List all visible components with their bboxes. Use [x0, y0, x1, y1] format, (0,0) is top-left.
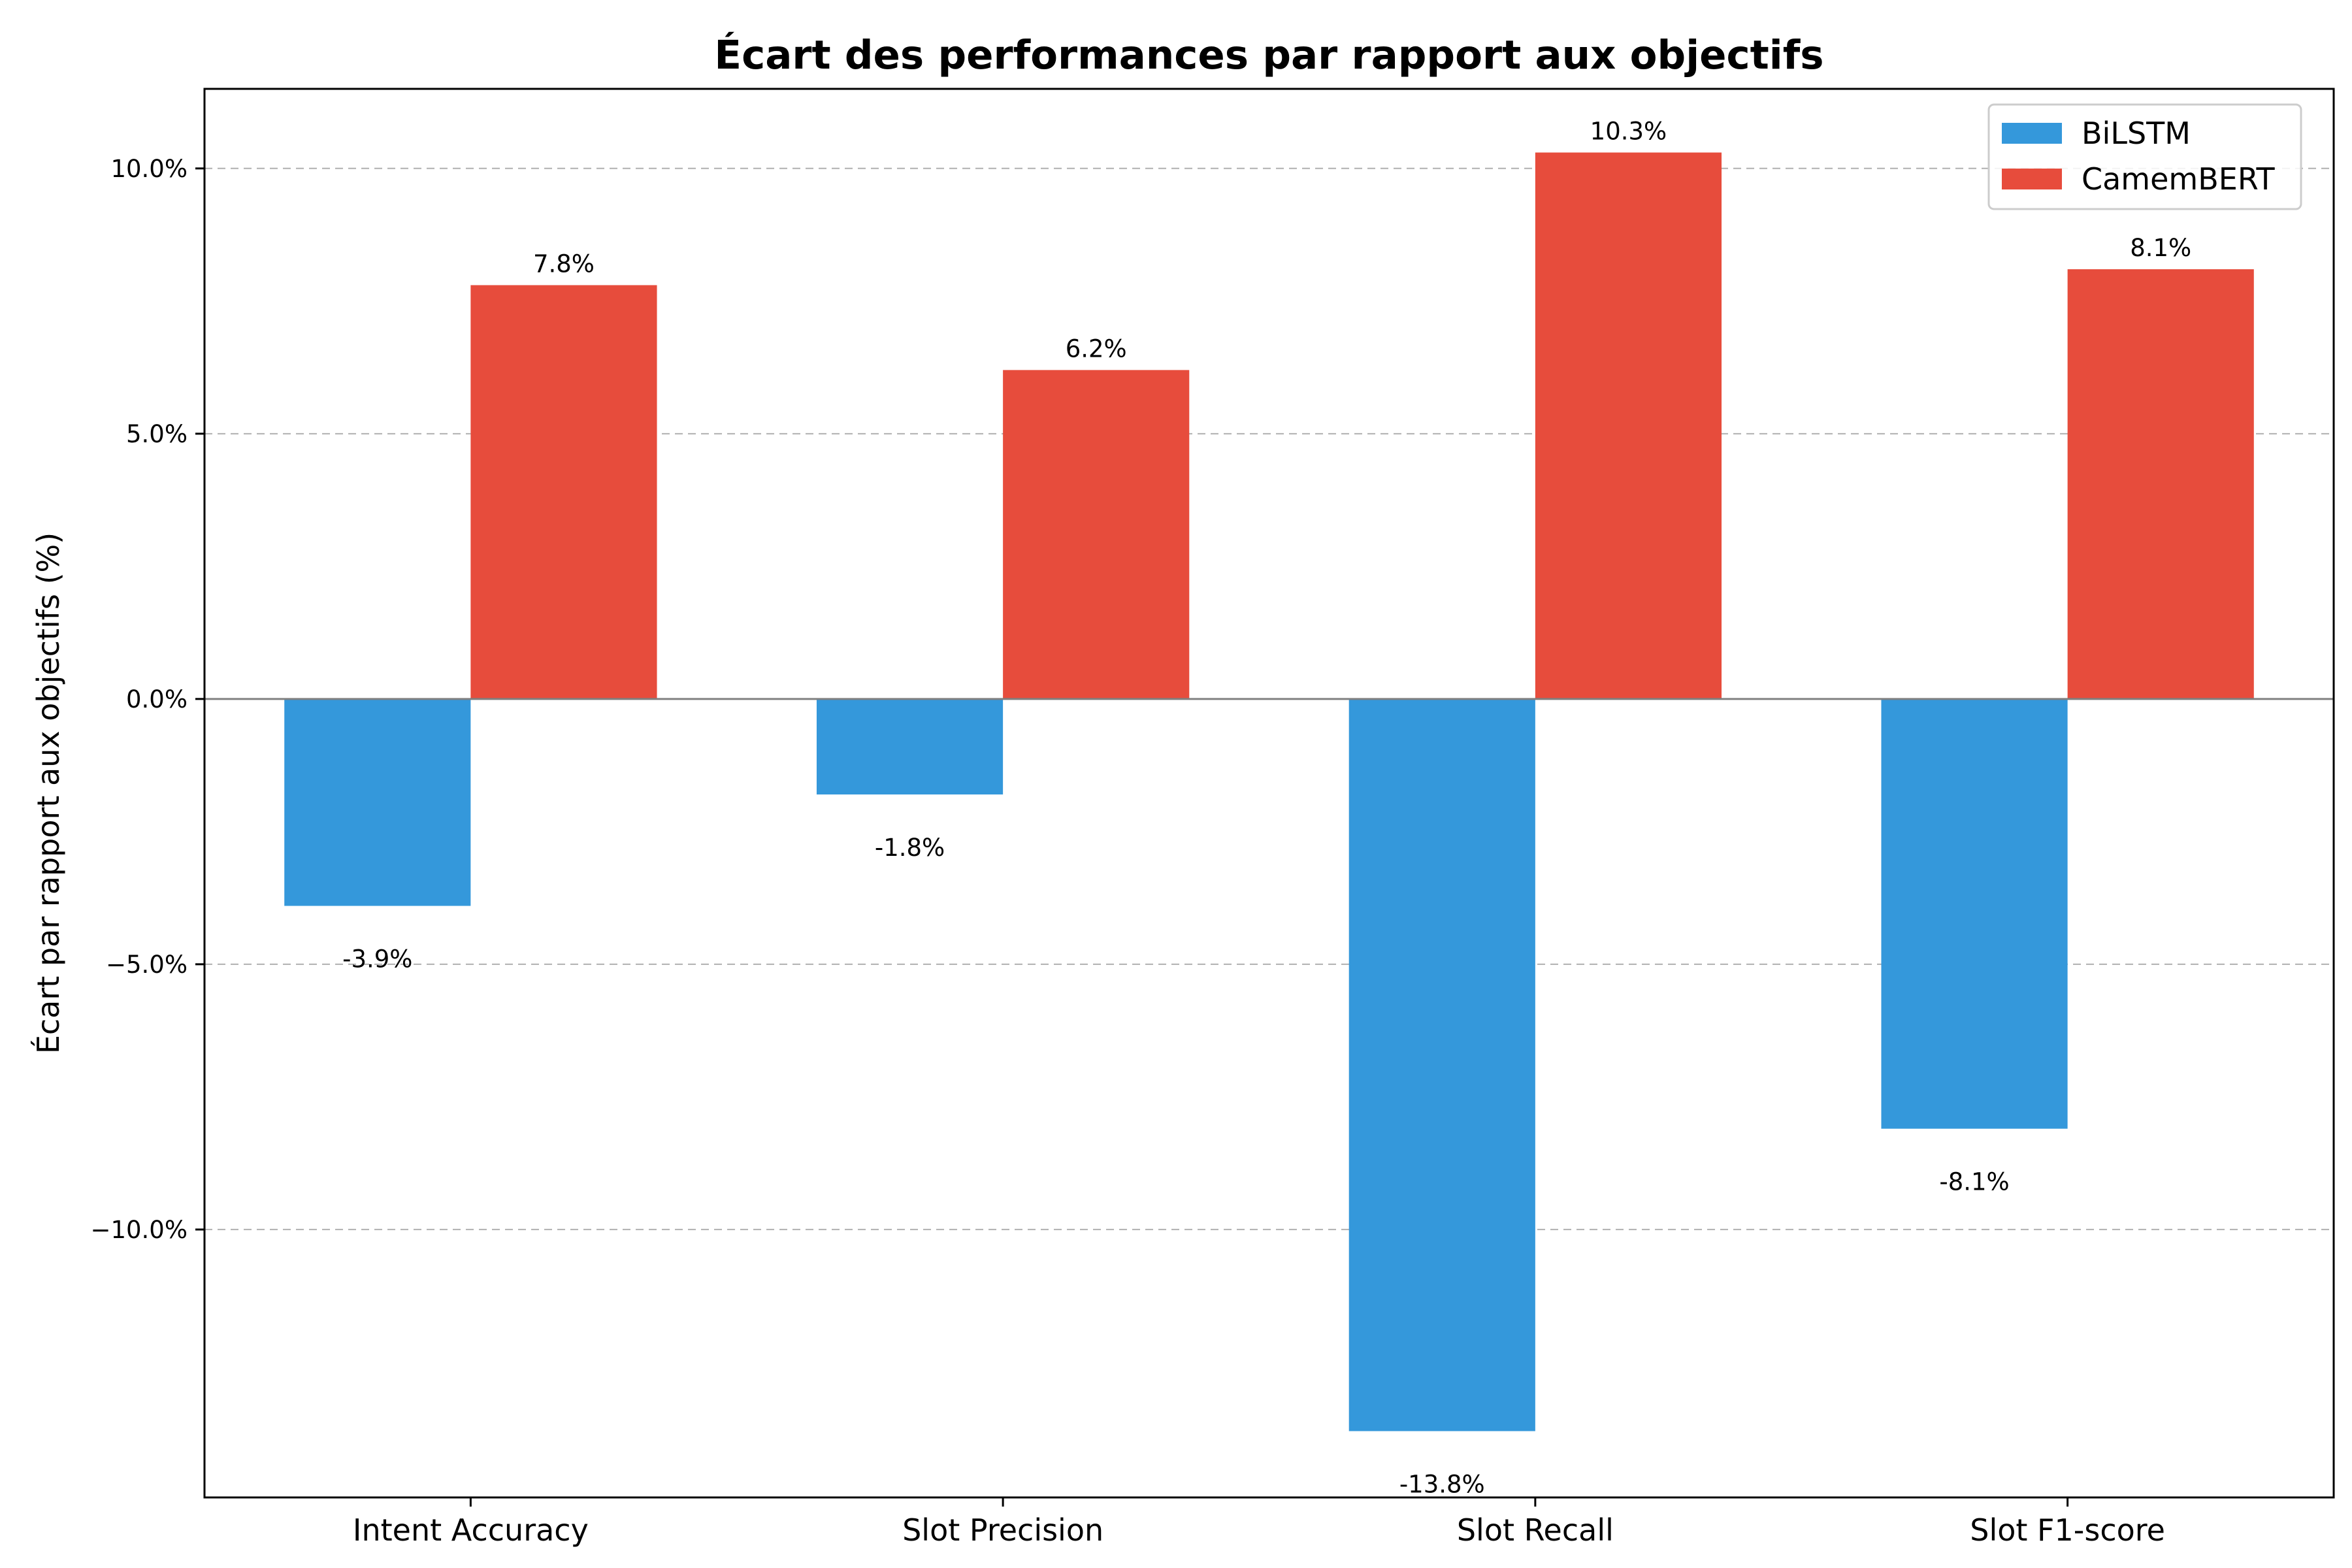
x-tick-label: Slot Recall [1457, 1512, 1614, 1548]
data-label: 6.2% [1066, 335, 1127, 363]
bar-camembert-4 [2067, 269, 2254, 699]
y-tick-label: 10.0% [110, 155, 188, 183]
legend-swatch-bilstm [2002, 123, 2062, 144]
plot-frame [203, 88, 2335, 1499]
data-label: 10.3% [1590, 117, 1667, 145]
bar-bilstm-3 [1348, 698, 1535, 1431]
y-axis-ticks: −10.0% −5.0% 0.0% 5.0% 10.0% [90, 155, 204, 1244]
y-tick-label: −10.0% [90, 1216, 188, 1244]
y-tick-label: −5.0% [106, 951, 188, 979]
x-tick-label: Intent Accuracy [353, 1512, 589, 1548]
data-label: -8.1% [1939, 1168, 2009, 1196]
bar-bilstm-2 [816, 698, 1004, 795]
data-label: -3.9% [342, 945, 412, 973]
data-label: -13.8% [1399, 1470, 1485, 1498]
y-axis-label: Écart par rapport aux objectifs (%) [31, 532, 66, 1054]
bar-bilstm-1 [284, 698, 471, 906]
bar-camembert-3 [1535, 152, 1722, 699]
bar-camembert-2 [1003, 370, 1190, 699]
data-label: -1.8% [875, 834, 945, 862]
data-label: 8.1% [2130, 234, 2191, 262]
legend-items: BiLSTM CamemBERT [2002, 116, 2275, 197]
legend-swatch-camembert [2002, 169, 2062, 189]
y-tick-label: 0.0% [126, 685, 188, 713]
legend-box [1987, 103, 2302, 210]
bar-bilstm-4 [1881, 698, 2068, 1129]
legend-label-camembert: CamemBERT [2082, 161, 2275, 197]
bars-layer [284, 152, 2254, 1431]
chart-title: Écart des performances par rapport aux o… [714, 31, 1823, 78]
legend-label-bilstm: BiLSTM [2082, 116, 2191, 151]
data-label: 7.8% [533, 250, 595, 278]
legend: BiLSTM CamemBERT [1987, 103, 2302, 210]
y-tick-label: 5.0% [126, 420, 188, 448]
x-tick-label: Slot F1-score [1970, 1512, 2165, 1548]
bar-camembert-1 [470, 285, 657, 699]
data-labels: -3.9% 7.8% -1.8% 6.2% -13.8% 10.3% -8.1% 8.1% [342, 117, 2191, 1498]
x-axis-ticks: Intent Accuracy Slot Precision Slot Recall… [353, 1497, 2165, 1548]
x-tick-label: Slot Precision [902, 1512, 1103, 1548]
